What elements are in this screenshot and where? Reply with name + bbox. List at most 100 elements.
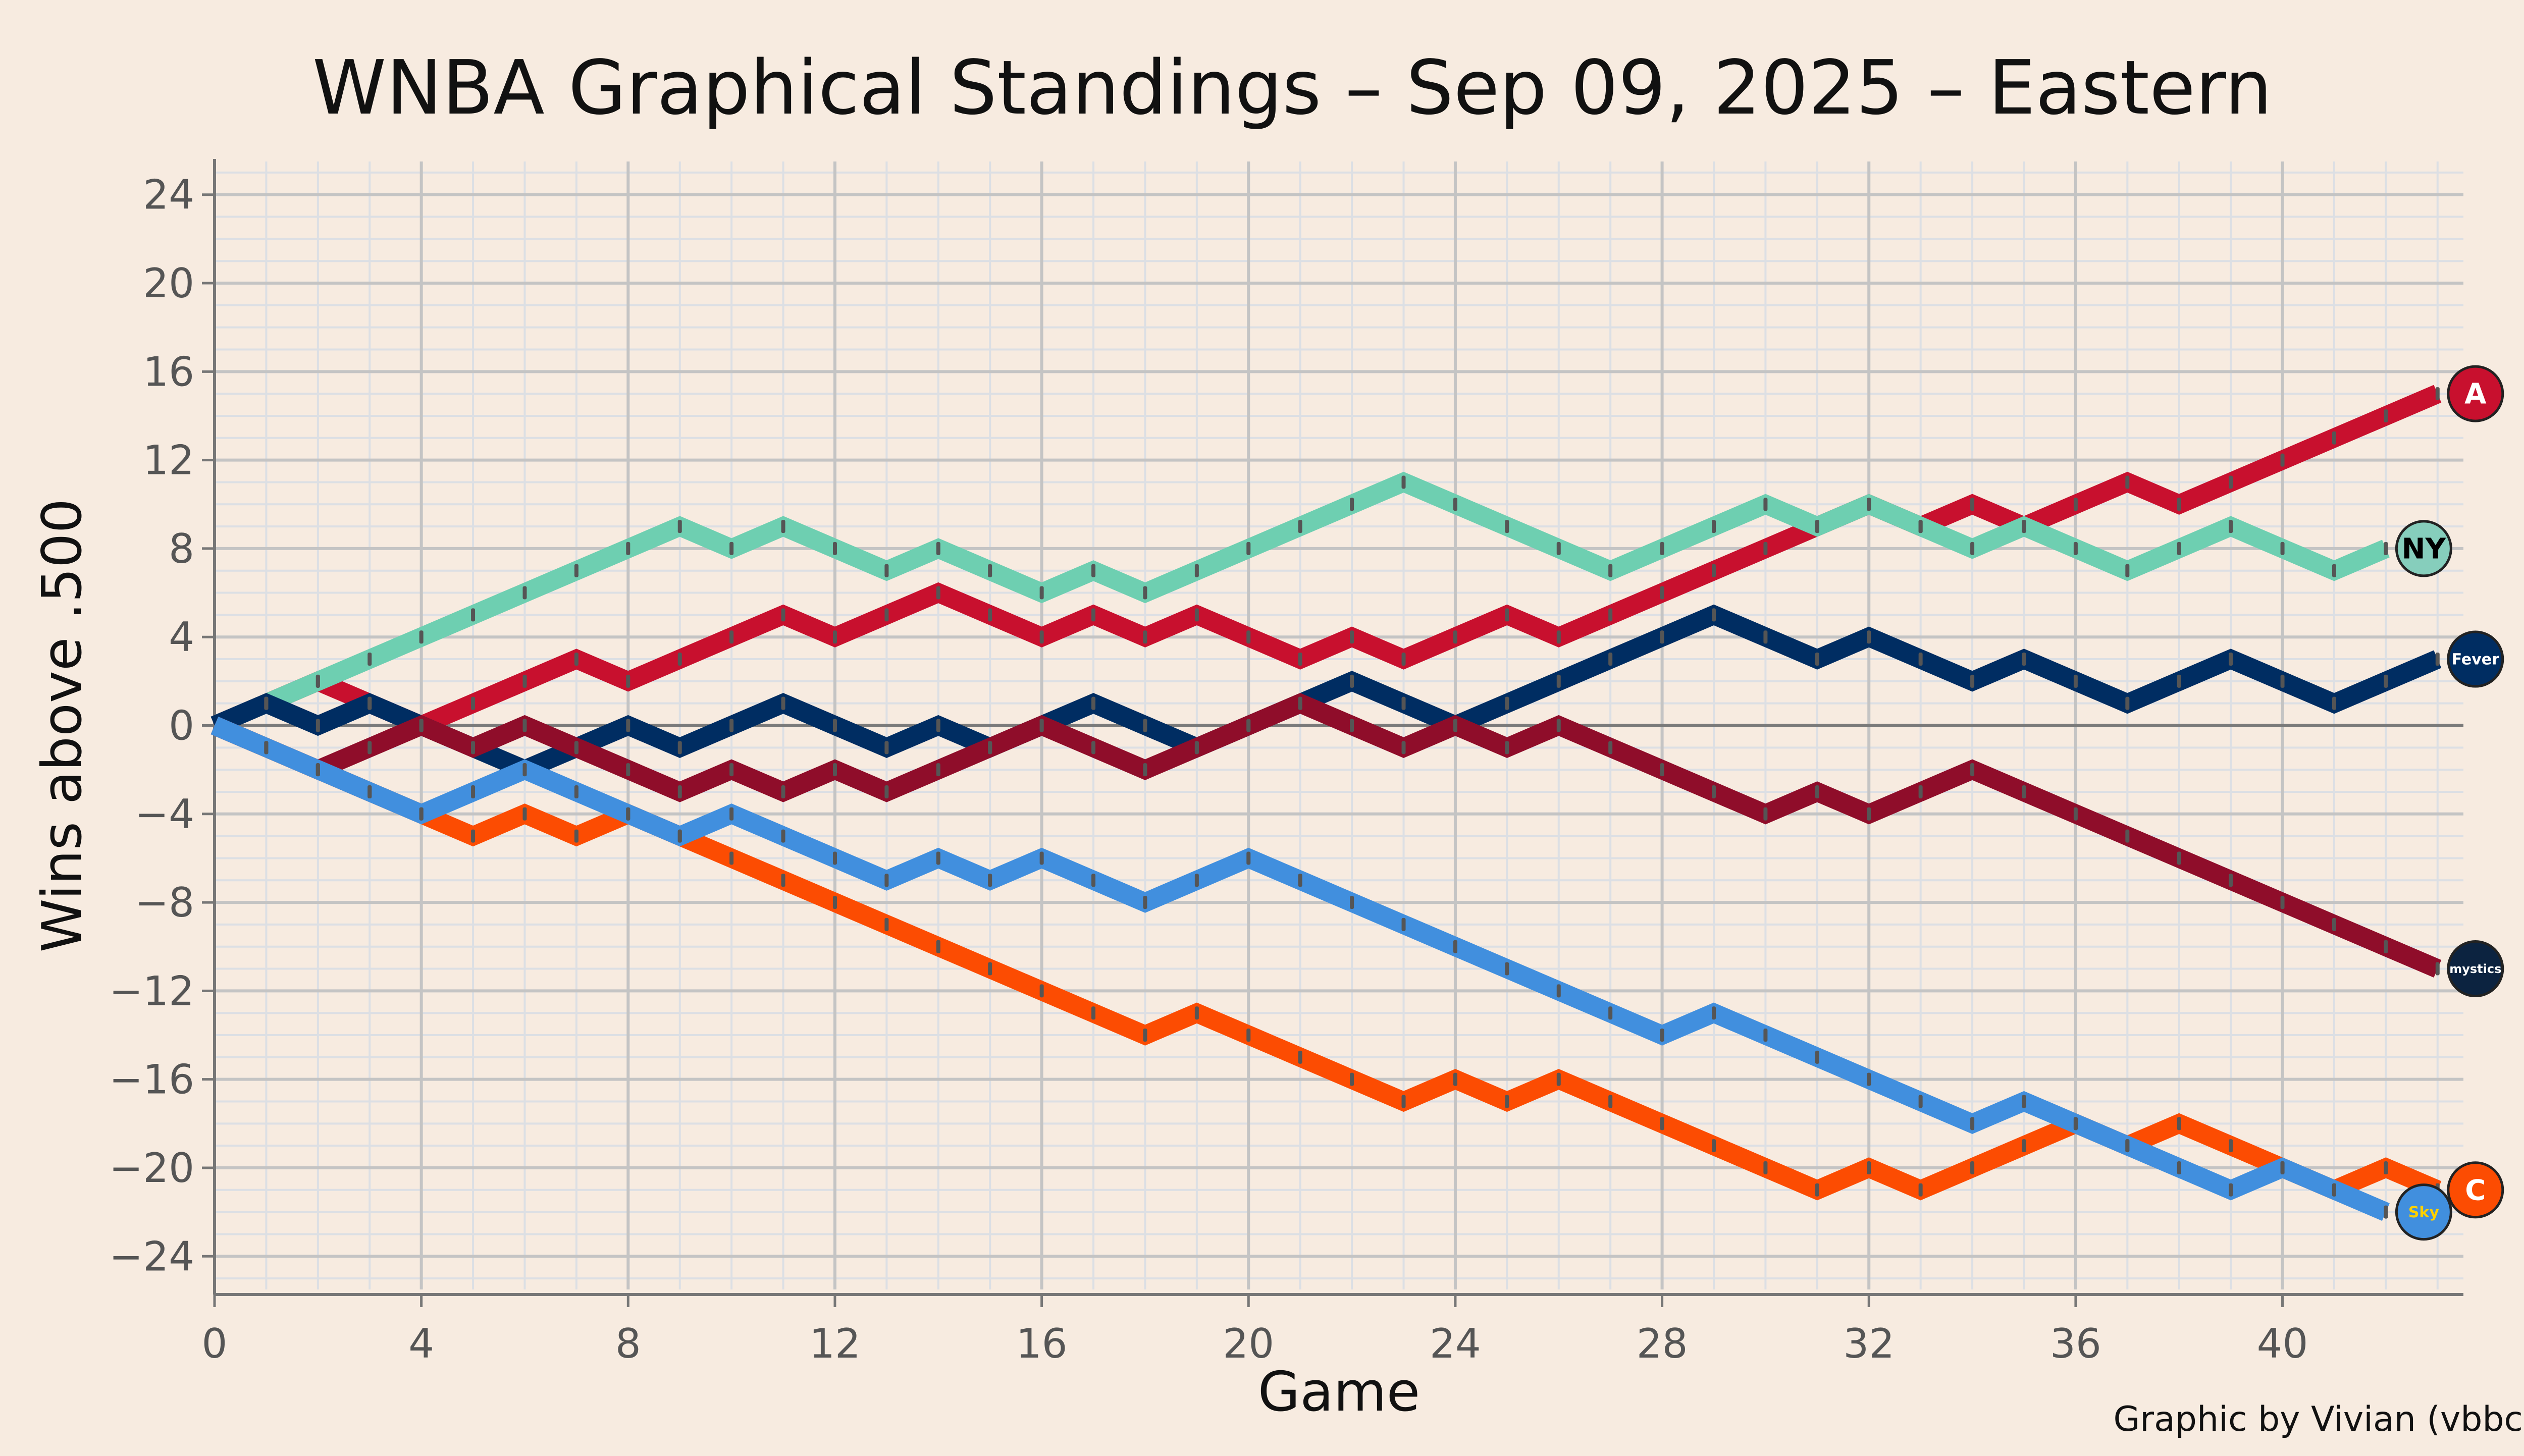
x-tick-labels: 0 4 8 12 16 20 24 28 32 36 40 (202, 1295, 2308, 1367)
game-marker (884, 918, 889, 931)
game-marker (677, 785, 682, 798)
game-marker (2280, 542, 2285, 555)
game-marker (471, 608, 476, 622)
game-marker (1556, 719, 1561, 732)
game-marker (677, 829, 682, 843)
game-marker (729, 719, 734, 732)
game-marker (1918, 653, 1923, 666)
game-marker (2332, 564, 2336, 577)
game-marker (1608, 1095, 1613, 1108)
game-marker (1505, 741, 1509, 754)
team-logo-badge (2447, 365, 2504, 422)
game-marker (1453, 719, 1457, 732)
team-logos: A NY Fever mystics C Sky (2395, 365, 2504, 1241)
game-marker (1660, 586, 1664, 600)
game-marker (1091, 874, 1096, 887)
game-marker (781, 785, 785, 798)
credit-text: Graphic by Vivian (vbbcla) (2113, 1399, 2524, 1439)
game-marker (1712, 520, 1716, 533)
game-marker (1401, 1095, 1406, 1108)
team-logo-0: A (2447, 365, 2504, 422)
game-marker (2073, 1117, 2078, 1130)
game-marker (988, 608, 992, 622)
game-marker (1039, 719, 1044, 732)
game-marker (936, 763, 940, 777)
game-marker (1143, 586, 1147, 600)
game-marker (2435, 653, 2440, 666)
game-marker (729, 851, 734, 865)
y-tick-label: 24 (143, 172, 194, 219)
game-marker (729, 630, 734, 644)
game-marker (626, 674, 630, 688)
game-marker (2073, 807, 2078, 821)
game-marker (2022, 653, 2026, 666)
game-marker (1867, 807, 1871, 821)
game-marker (781, 874, 785, 887)
game-marker (1453, 940, 1457, 953)
game-marker (1660, 542, 1664, 555)
game-marker (2073, 674, 2078, 688)
x-axis-label: Game (1258, 1361, 1421, 1424)
x-tick-label: 12 (809, 1320, 861, 1367)
game-marker (2332, 696, 2336, 710)
game-marker (1091, 608, 1096, 622)
game-marker (2435, 962, 2440, 976)
x-tick-label: 32 (1843, 1320, 1895, 1367)
game-marker (1867, 630, 1871, 644)
team-logo-text: A (2464, 378, 2487, 411)
game-marker (2384, 674, 2388, 688)
game-marker (1918, 520, 1923, 533)
game-marker (2384, 1205, 2388, 1219)
x-tick-label: 4 (408, 1320, 434, 1367)
game-marker (988, 741, 992, 754)
game-marker (367, 741, 372, 754)
game-marker (884, 741, 889, 754)
game-marker (2125, 829, 2130, 843)
x-tick-label: 28 (1637, 1320, 1688, 1367)
x-tick-label: 24 (1430, 1320, 1481, 1367)
game-marker (1298, 1050, 1302, 1064)
game-marker (1712, 1006, 1716, 1020)
game-marker (419, 630, 424, 644)
game-marker (1815, 1050, 1819, 1064)
team-logo-badge (2447, 630, 2504, 688)
game-marker (1246, 542, 1251, 555)
y-tick-label: 8 (169, 525, 194, 572)
game-marker (1867, 498, 1871, 511)
game-marker (574, 653, 579, 666)
game-marker (1350, 630, 1354, 644)
team-logo-badge (2447, 1161, 2504, 1219)
game-marker (2332, 431, 2336, 445)
team-logo-1: NY (2395, 520, 2452, 577)
game-marker (1143, 896, 1147, 909)
game-marker (1091, 741, 1096, 754)
team-logo-badge (2395, 1183, 2452, 1241)
game-marker (988, 874, 992, 887)
game-marker (936, 586, 940, 600)
game-marker (781, 608, 785, 622)
game-marker (1970, 674, 1975, 688)
game-marker (2384, 542, 2388, 555)
team-logo-badge (2447, 940, 2504, 998)
series-line-3 (211, 693, 2442, 978)
game-marker (367, 785, 372, 798)
game-marker (2384, 940, 2388, 953)
game-marker (264, 696, 269, 710)
game-marker (1660, 1117, 1664, 1130)
game-marker (884, 608, 889, 622)
game-marker (1194, 1006, 1199, 1020)
x-tick-label: 16 (1016, 1320, 1068, 1367)
game-marker (1556, 542, 1561, 555)
team-logo-4: C (2447, 1161, 2504, 1219)
game-marker (2022, 1095, 2026, 1108)
game-marker (1556, 1072, 1561, 1086)
game-marker (936, 542, 940, 555)
game-marker (2332, 918, 2336, 931)
game-marker (2229, 1183, 2233, 1197)
game-marker (1763, 630, 1768, 644)
game-marker (1350, 719, 1354, 732)
game-marker (1970, 1161, 1975, 1174)
y-tick-label: 16 (143, 348, 194, 395)
game-marker (2022, 520, 2026, 533)
game-marker (1763, 542, 1768, 555)
